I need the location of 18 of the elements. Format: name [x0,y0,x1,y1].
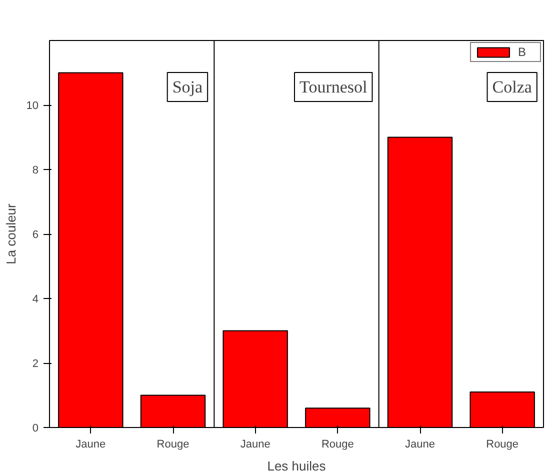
y-tick-label: 0 [32,422,39,434]
x-tick-label: Rouge [156,438,190,450]
annotation: Soja [172,77,204,96]
y-tick-label: 6 [32,229,39,241]
annotation: Tournesol [300,77,368,96]
x-axis-title: Les huiles [267,458,326,474]
y-tick-label: 4 [32,294,39,306]
x-tick-label: Rouge [486,438,519,450]
y-tick-label: 2 [32,358,39,370]
legend-label: B [518,45,528,59]
x-tick-label: Jaune [76,438,106,450]
annotation: Colza [492,77,532,96]
y-axis-title: La couleur [3,202,18,264]
x-tick-label: Rouge [321,438,354,450]
x-tick-label: Jaune [240,438,270,450]
x-tick-label: Jaune [405,438,435,450]
y-tick-label: 10 [26,100,39,112]
y-tick-label: 8 [32,164,39,176]
